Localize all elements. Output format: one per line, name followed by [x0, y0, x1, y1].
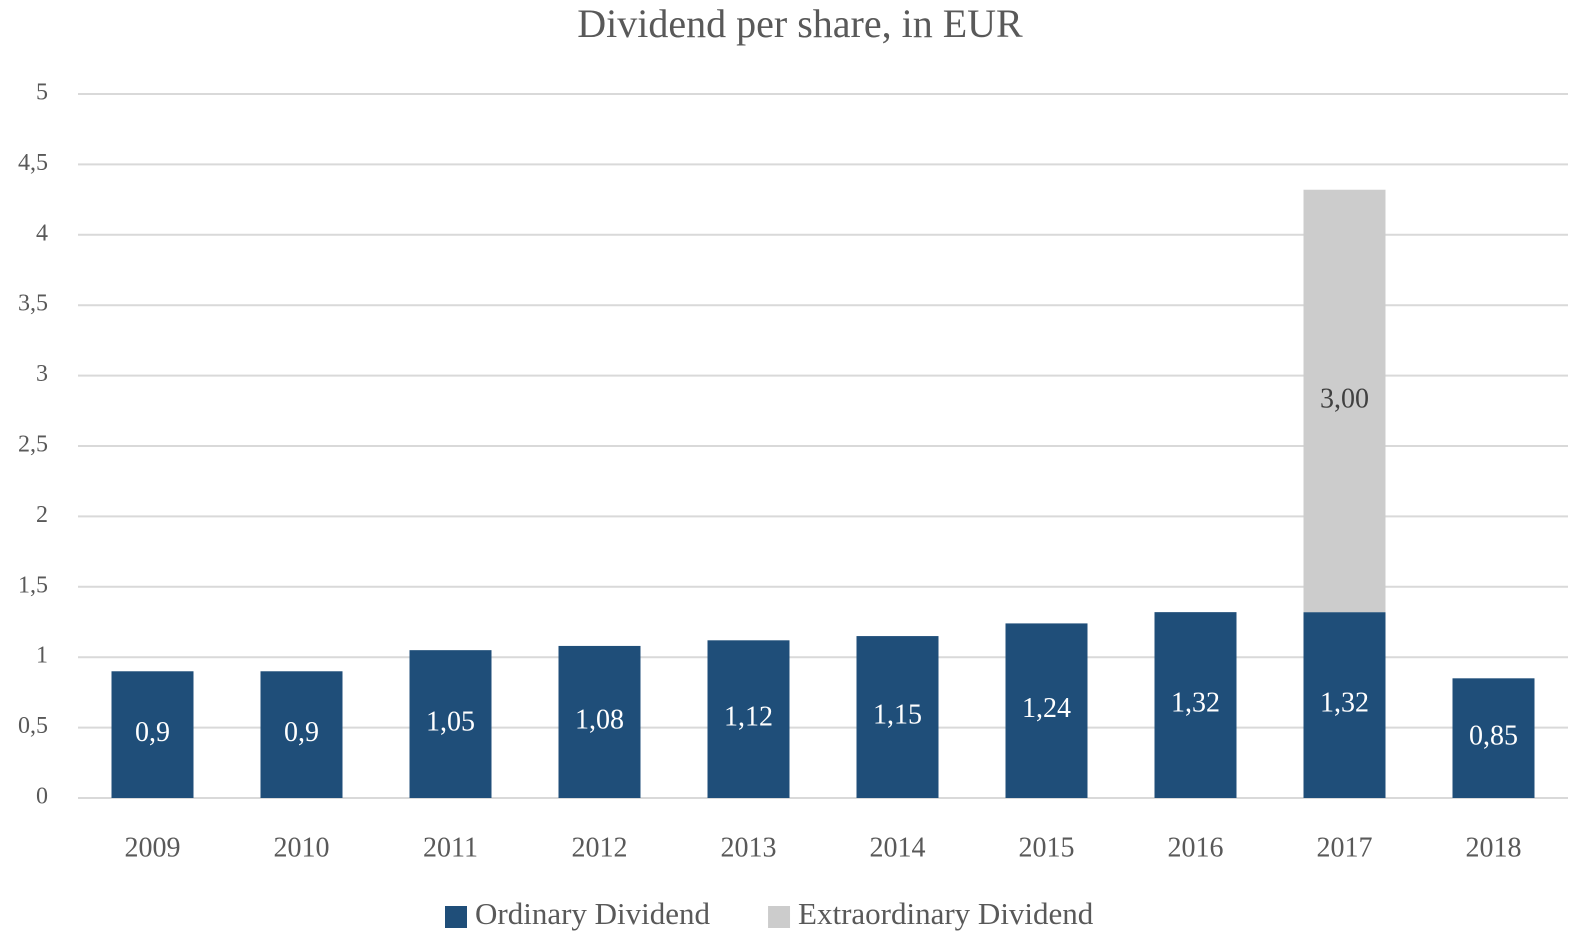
y-tick-label: 1,5	[18, 572, 48, 598]
bar	[1005, 623, 1088, 798]
data-label: 1,15	[873, 699, 922, 730]
bar	[1154, 612, 1237, 798]
data-label: 0,9	[284, 717, 319, 748]
y-tick-label: 1	[36, 643, 48, 669]
bar	[707, 640, 790, 798]
bar	[558, 645, 641, 798]
x-tick-label: 2017	[1317, 832, 1373, 863]
data-label: 1,32	[1171, 687, 1220, 718]
x-tick-label: 2014	[870, 832, 926, 863]
data-label: 0,85	[1469, 721, 1518, 752]
data-label: 1,24	[1022, 693, 1071, 724]
x-tick-label: 2016	[1168, 832, 1224, 863]
x-tick-label: 2018	[1466, 832, 1522, 863]
bar	[1303, 612, 1386, 798]
y-tick-label: 5	[36, 80, 48, 106]
legend-label: Extraordinary Dividend	[798, 896, 1094, 931]
y-tick-label: 0	[36, 784, 48, 810]
legend-swatch	[445, 906, 467, 928]
legend-swatch	[768, 906, 791, 928]
bar	[409, 650, 492, 798]
data-label: 1,12	[724, 702, 773, 733]
y-tick-label: 4,5	[18, 150, 48, 176]
data-label: 0,9	[135, 717, 170, 748]
x-tick-label: 2010	[274, 832, 330, 863]
x-tick-label: 2009	[125, 832, 181, 863]
x-tick-label: 2013	[721, 832, 777, 863]
bar	[260, 671, 343, 798]
data-label: 3,00	[1320, 383, 1369, 414]
bar	[1452, 678, 1535, 798]
y-tick-label: 2	[36, 502, 48, 528]
bar	[111, 671, 194, 798]
legend-label: Ordinary Dividend	[475, 896, 711, 931]
y-tick-label: 4	[36, 220, 48, 246]
chart-title: Dividend per share, in EUR	[577, 1, 1023, 46]
y-tick-label: 3	[36, 361, 48, 387]
y-tick-label: 0,5	[18, 713, 48, 739]
x-tick-label: 2011	[423, 832, 478, 863]
bar	[856, 636, 939, 798]
y-tick-label: 3,5	[18, 291, 48, 317]
data-label: 1,08	[575, 704, 624, 735]
x-tick-label: 2012	[572, 832, 628, 863]
x-tick-label: 2015	[1019, 832, 1075, 863]
data-label: 1,32	[1320, 687, 1369, 718]
data-label: 1,05	[426, 707, 475, 738]
bar	[1303, 189, 1386, 613]
y-tick-label: 2,5	[18, 432, 48, 458]
